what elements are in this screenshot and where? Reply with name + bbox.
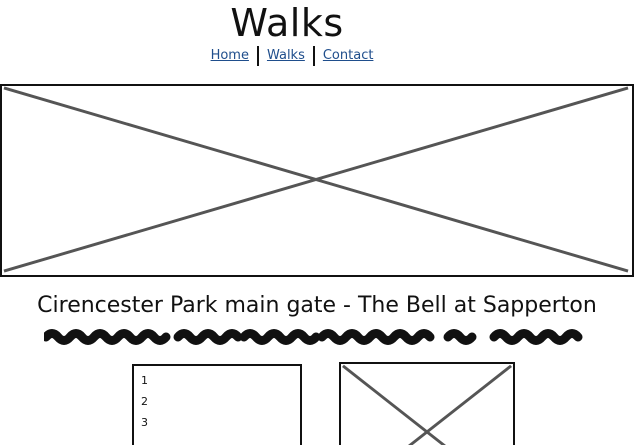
image-placeholder-icon [342, 364, 512, 445]
site-title: Walks [230, 1, 344, 45]
walk-title: Cirencester Park main gate - The Bell at… [37, 293, 597, 318]
thumbnail-image-placeholder [339, 362, 515, 445]
nav-link-walks[interactable]: Walks [266, 48, 305, 63]
nav-separator [256, 46, 259, 66]
main-nav: Home Walks Contact [0, 46, 584, 66]
route-list: 1 2 3 [134, 366, 300, 433]
list-item: 2 [141, 395, 148, 408]
route-list-box: 1 2 3 [132, 364, 302, 445]
scribble-text-placeholder [44, 329, 583, 345]
list-item: 1 [141, 374, 148, 387]
nav-link-home[interactable]: Home [210, 48, 249, 63]
list-item: 3 [141, 416, 148, 429]
hero-image-placeholder [0, 84, 634, 277]
image-placeholder-icon [3, 86, 629, 273]
nav-link-contact[interactable]: Contact [322, 48, 374, 63]
nav-separator [312, 46, 315, 66]
